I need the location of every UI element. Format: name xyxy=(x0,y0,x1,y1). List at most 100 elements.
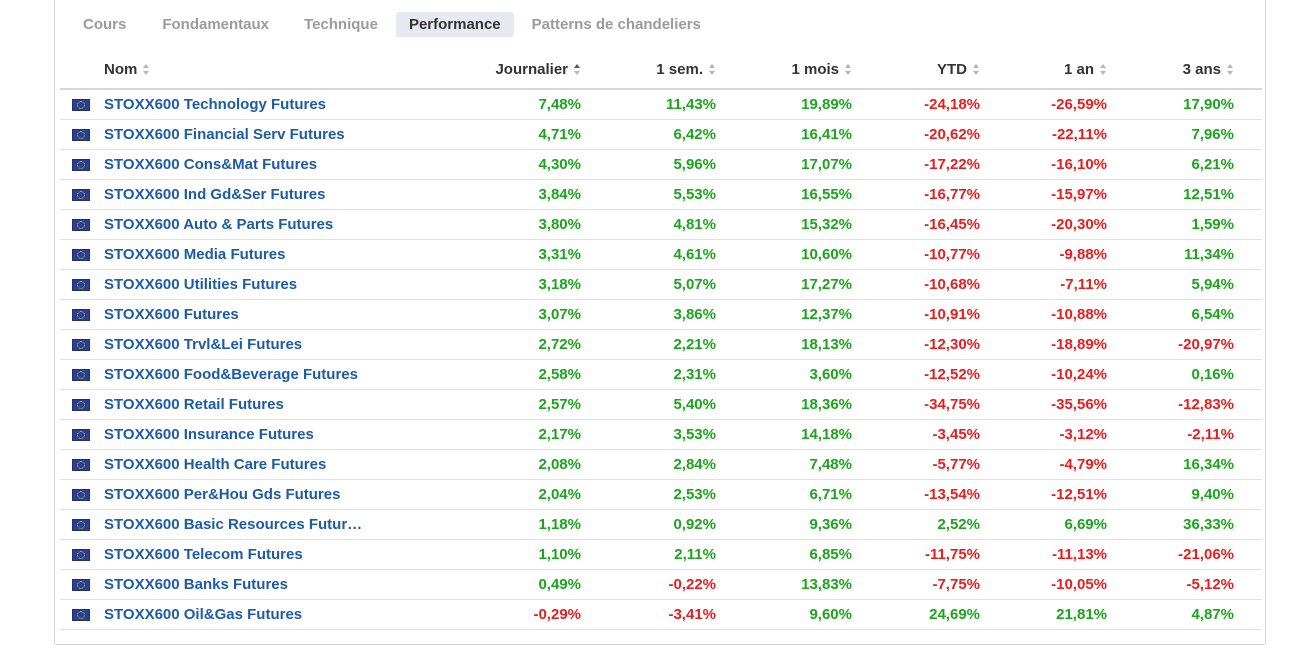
table-row[interactable]: STOXX600 Oil&Gas Futures -0,29% -3,41% 9,60… xyxy=(60,599,1262,630)
instrument-link[interactable]: STOXX600 Banks Futures xyxy=(104,576,288,593)
table-row[interactable]: STOXX600 Technology Futures 7,48% 11,43% 19… xyxy=(60,89,1262,120)
table-row[interactable]: STOXX600 Media Futures 3,31% 4,61% 10,60% -1… xyxy=(60,239,1262,270)
instrument-link[interactable]: STOXX600 Auto & Parts Futures xyxy=(104,216,334,233)
flag-cell xyxy=(60,119,104,150)
tab-fondamentaux[interactable]: Fondamentaux xyxy=(162,16,270,33)
value-3-ans: 17,90% xyxy=(1107,89,1262,120)
column-header-1-mois[interactable]: 1 mois xyxy=(716,50,852,90)
value-3-ans: 16,34% xyxy=(1107,449,1262,480)
flag-cell xyxy=(60,389,104,420)
tab-technique[interactable]: Technique xyxy=(304,16,378,33)
value-1-mois: 18,36% xyxy=(716,389,852,420)
table-row[interactable]: STOXX600 Per&Hou Gds Futures 2,04% 2,53% 6,… xyxy=(60,479,1262,510)
tab-patterns-chandeliers[interactable]: Patterns de chandeliers xyxy=(531,16,701,33)
table-row[interactable]: STOXX600 Food&Beverage Futures 2,58% 2,31%… xyxy=(60,359,1262,390)
table-row[interactable]: STOXX600 Financial Serv Futures 4,71% 6,42… xyxy=(60,119,1262,150)
table-row[interactable]: STOXX600 Telecom Futures 1,10% 2,11% 6,85% -… xyxy=(60,539,1262,570)
instrument-link[interactable]: STOXX600 Technology Futures xyxy=(104,96,326,113)
table-row[interactable]: STOXX600 Utilities Futures 3,18% 5,07% 17,2… xyxy=(60,269,1262,300)
instrument-link[interactable]: STOXX600 Health Care Futures xyxy=(104,456,327,473)
table-row[interactable]: STOXX600 Basic Resources Futur… 1,18% 0,92… xyxy=(60,509,1262,540)
instrument-link[interactable]: STOXX600 Trvl&Lei Futures xyxy=(104,336,303,353)
column-label: Journalier xyxy=(495,60,568,78)
flag-cell xyxy=(60,359,104,390)
instrument-link[interactable]: STOXX600 Utilities Futures xyxy=(104,276,298,293)
sort-icon xyxy=(844,64,852,76)
table-row[interactable]: STOXX600 Banks Futures 0,49% -0,22% 13,83% -… xyxy=(60,569,1262,600)
value-ytd: -13,54% xyxy=(852,479,980,510)
column-header-journalier[interactable]: Journalier xyxy=(380,50,581,90)
value-1-mois: 15,32% xyxy=(716,209,852,240)
column-label: 1 mois xyxy=(791,60,839,78)
value-1-sem: 2,21% xyxy=(581,329,716,360)
tab-cours[interactable]: Cours xyxy=(83,16,127,33)
value-1-sem: 0,92% xyxy=(581,509,716,540)
instrument-link[interactable]: STOXX600 Financial Serv Futures xyxy=(104,126,345,143)
value-ytd: -20,62% xyxy=(852,119,980,150)
table-row[interactable]: STOXX600 Ind Gd&Ser Futures 3,84% 5,53% 16,… xyxy=(60,179,1262,210)
eu-flag-icon xyxy=(72,489,90,502)
instrument-link[interactable]: STOXX600 Media Futures xyxy=(104,246,286,263)
value-3-ans: 5,94% xyxy=(1107,269,1262,300)
value-1-mois: 13,83% xyxy=(716,569,852,600)
instrument-name-cell: STOXX600 Oil&Gas Futures xyxy=(104,599,380,630)
instrument-link[interactable]: STOXX600 Per&Hou Gds Futures xyxy=(104,486,341,503)
instrument-link[interactable]: STOXX600 Oil&Gas Futures xyxy=(104,606,303,623)
value-ytd: -12,52% xyxy=(852,359,980,390)
instrument-link[interactable]: STOXX600 Telecom Futures xyxy=(104,546,303,563)
instrument-name-cell: STOXX600 Telecom Futures xyxy=(104,539,380,570)
table-row[interactable]: STOXX600 Auto & Parts Futures 3,80% 4,81% 1… xyxy=(60,209,1262,240)
value-3-ans: 9,40% xyxy=(1107,479,1262,510)
table-row[interactable]: STOXX600 Cons&Mat Futures 4,30% 5,96% 17,07… xyxy=(60,149,1262,180)
column-header-nom[interactable]: Nom xyxy=(60,50,380,90)
column-header-ytd[interactable]: YTD xyxy=(852,50,980,90)
table-row[interactable]: STOXX600 Health Care Futures 2,08% 2,84% 7,… xyxy=(60,449,1262,480)
sort-icon xyxy=(708,64,716,76)
value-3-ans: -12,83% xyxy=(1107,389,1262,420)
column-header-1-an[interactable]: 1 an xyxy=(980,50,1107,90)
instrument-link[interactable]: STOXX600 Basic Resources Futur… xyxy=(104,516,363,533)
instrument-name-cell: STOXX600 Health Care Futures xyxy=(104,449,380,480)
flag-cell xyxy=(60,179,104,210)
value-1-an: -7,11% xyxy=(980,269,1107,300)
value-journalier: 2,17% xyxy=(380,419,581,450)
column-label: 1 sem. xyxy=(656,60,703,78)
instrument-link[interactable]: STOXX600 Ind Gd&Ser Futures xyxy=(104,186,326,203)
instrument-link[interactable]: STOXX600 Retail Futures xyxy=(104,396,284,413)
instrument-name-cell: STOXX600 Technology Futures xyxy=(104,89,380,120)
eu-flag-icon xyxy=(72,309,90,322)
value-1-mois: 3,60% xyxy=(716,359,852,390)
flag-cell xyxy=(60,599,104,630)
instrument-link[interactable]: STOXX600 Futures xyxy=(104,306,239,323)
tab-performance[interactable]: Performance xyxy=(395,12,514,37)
table-row[interactable]: STOXX600 Trvl&Lei Futures 2,72% 2,21% 18,13… xyxy=(60,329,1262,360)
value-ytd: -7,75% xyxy=(852,569,980,600)
value-1-sem: 3,53% xyxy=(581,419,716,450)
performance-table: Nom Journalier 1 sem. 1 mois YTD 1 an 3 … xyxy=(60,50,1262,630)
value-1-mois: 12,37% xyxy=(716,299,852,330)
column-label: 3 ans xyxy=(1182,60,1221,78)
value-1-mois: 10,60% xyxy=(716,239,852,270)
instrument-name-cell: STOXX600 Ind Gd&Ser Futures xyxy=(104,179,380,210)
value-1-sem: 2,11% xyxy=(581,539,716,570)
instrument-link[interactable]: STOXX600 Insurance Futures xyxy=(104,426,314,443)
value-1-sem: 5,96% xyxy=(581,149,716,180)
eu-flag-icon xyxy=(72,339,90,352)
tab-bar: Cours Fondamentaux Technique Performance… xyxy=(69,12,719,37)
eu-flag-icon xyxy=(72,429,90,442)
flag-cell xyxy=(60,509,104,540)
eu-flag-icon xyxy=(72,579,90,592)
value-1-mois: 16,41% xyxy=(716,119,852,150)
value-1-sem: 4,81% xyxy=(581,209,716,240)
column-header-3-ans[interactable]: 3 ans xyxy=(1107,50,1262,90)
value-ytd: -17,22% xyxy=(852,149,980,180)
header-row: Nom Journalier 1 sem. 1 mois YTD 1 an 3 … xyxy=(60,50,1262,90)
instrument-link[interactable]: STOXX600 Cons&Mat Futures xyxy=(104,156,318,173)
table-row[interactable]: STOXX600 Futures 3,07% 3,86% 12,37% -10,91% -… xyxy=(60,299,1262,330)
instrument-link[interactable]: STOXX600 Food&Beverage Futures xyxy=(104,366,358,383)
column-header-1-sem[interactable]: 1 sem. xyxy=(581,50,716,90)
value-journalier: -0,29% xyxy=(380,599,581,630)
table-row[interactable]: STOXX600 Insurance Futures 2,17% 3,53% 14,1… xyxy=(60,419,1262,450)
table-row[interactable]: STOXX600 Retail Futures 2,57% 5,40% 18,36% -… xyxy=(60,389,1262,420)
eu-flag-icon xyxy=(72,99,90,112)
